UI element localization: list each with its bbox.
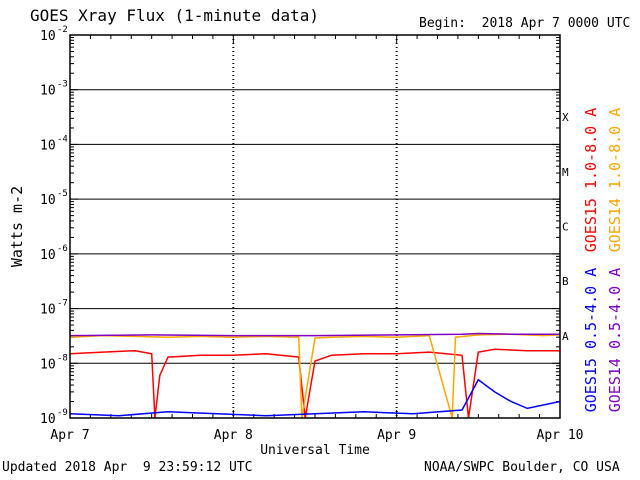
y-tick-exponent: -2 xyxy=(57,25,68,35)
y-tick-exponent: -6 xyxy=(57,244,68,254)
x-tick-label: Apr 8 xyxy=(214,428,253,443)
x-tick-label: Apr 10 xyxy=(537,428,584,443)
chart-title: GOES Xray Flux (1-minute data) xyxy=(30,6,319,25)
updated-timestamp: Updated 2018 Apr 9 23:59:12 UTC xyxy=(2,460,253,475)
credit-text: NOAA/SWPC Boulder, CO USA xyxy=(424,460,620,475)
y-tick-exponent: -9 xyxy=(57,408,68,418)
flare-class-label: M xyxy=(562,166,569,179)
y-tick-label: 10 xyxy=(40,193,56,208)
x-tick-label: Apr 9 xyxy=(377,428,416,443)
y-axis-label: Watts m-2 xyxy=(8,186,26,267)
legend-label: GOES15 1.0-8.0 A xyxy=(582,108,600,253)
series-line xyxy=(69,332,560,337)
y-tick-label: 10 xyxy=(40,138,56,153)
y-tick-label: 10 xyxy=(40,248,56,263)
flare-class-label: C xyxy=(562,221,569,234)
legend-label: GOES14 1.0-8.0 A xyxy=(606,108,624,253)
y-tick-label: 10 xyxy=(40,303,56,318)
y-tick-label: 10 xyxy=(40,29,56,44)
legend-label: GOES14 0.5-4.0 A xyxy=(606,268,624,413)
flare-class-label: X xyxy=(562,111,569,124)
x-axis-label: Universal Time xyxy=(260,443,370,458)
y-tick-label: 10 xyxy=(40,412,56,427)
flare-class-label: A xyxy=(562,330,569,343)
series-line xyxy=(69,333,561,419)
series-line xyxy=(69,378,561,417)
legend-label: GOES15 0.5-4.0 A xyxy=(582,268,600,413)
flare-class-label: B xyxy=(562,275,569,288)
y-tick-exponent: -8 xyxy=(57,353,68,363)
begin-time: Begin: 2018 Apr 7 0000 UTC xyxy=(419,16,631,31)
y-tick-exponent: -5 xyxy=(57,189,68,199)
y-tick-label: 10 xyxy=(40,357,56,372)
y-tick-exponent: -7 xyxy=(57,299,68,309)
x-tick-label: Apr 7 xyxy=(50,428,89,443)
y-tick-label: 10 xyxy=(40,84,56,99)
y-tick-exponent: -4 xyxy=(57,134,68,144)
series-line xyxy=(69,348,560,419)
y-tick-exponent: -3 xyxy=(57,80,68,90)
plot-frame xyxy=(69,34,561,419)
